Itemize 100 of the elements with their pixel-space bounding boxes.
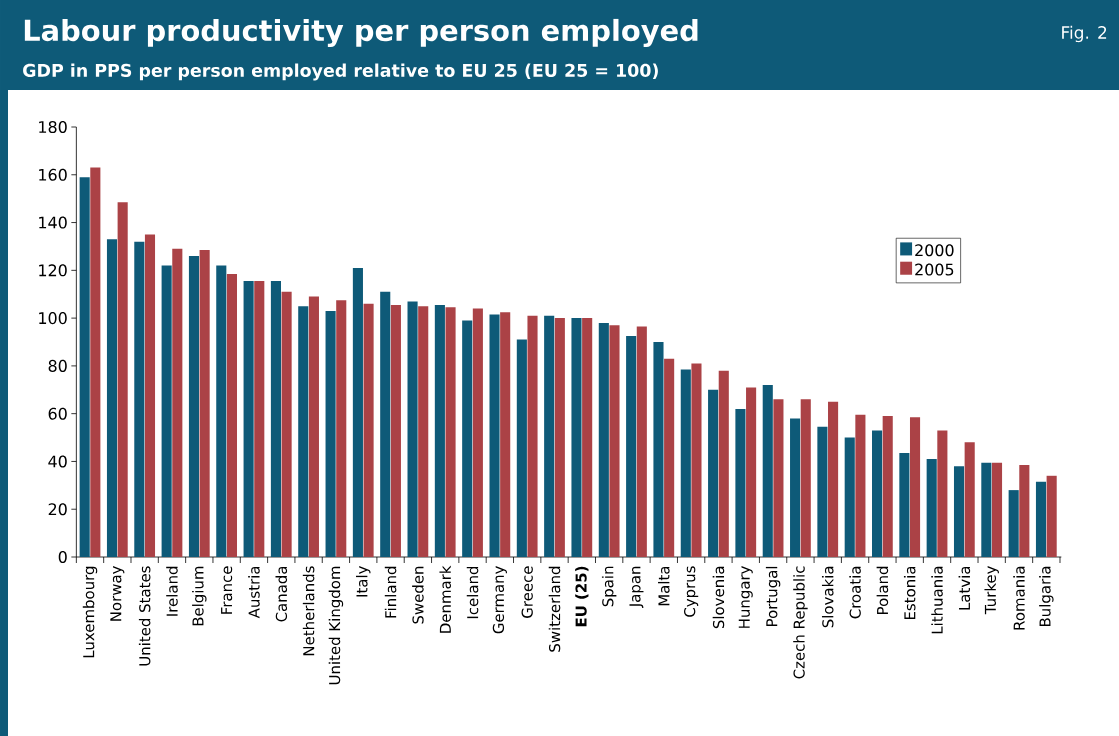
x-tick-label: Slovenia: [712, 566, 725, 629]
y-tick-label: 160: [39, 168, 67, 181]
bar: [762, 385, 773, 557]
y-tick-label: 20: [48, 503, 67, 516]
bar: [134, 241, 145, 557]
bar: [407, 301, 418, 557]
x-tick-label: Canada: [275, 566, 288, 622]
chart-title: Labour productivity per person employed: [24, 18, 698, 48]
bar: [926, 459, 937, 557]
x-tick-label: Austria: [248, 566, 260, 619]
x-tick-label: Sweden: [412, 566, 424, 624]
x-tick-label: Latvia: [958, 566, 971, 610]
bar: [199, 250, 210, 557]
bar: [964, 442, 975, 557]
bar: [735, 408, 746, 557]
bar: [636, 326, 647, 557]
bar: [500, 312, 511, 557]
bar: [691, 363, 702, 557]
bar: [472, 308, 483, 557]
bar: [516, 339, 527, 557]
bar: [172, 248, 183, 557]
bar: [352, 267, 363, 557]
x-tick-label: Slovakia: [821, 566, 834, 628]
bar: [434, 304, 445, 557]
x-tick-label: Belgium: [192, 566, 207, 626]
bar: [489, 314, 500, 557]
x-tick-label: Malta: [658, 566, 670, 606]
bar: [106, 239, 118, 557]
bar: [708, 389, 719, 557]
bar: [1046, 475, 1057, 557]
bar: [161, 265, 172, 557]
x-tick-label: Turkey: [984, 565, 999, 615]
bar: [609, 325, 620, 557]
bar: [718, 370, 729, 557]
bar: [937, 430, 948, 557]
bar: [899, 453, 910, 557]
bar: [418, 306, 429, 557]
y-tick-label: 120: [39, 264, 67, 277]
bar: [571, 318, 582, 557]
x-tick-label: Poland: [876, 566, 889, 614]
x-tick-label: United States: [138, 566, 151, 666]
bar: [243, 281, 254, 557]
bar: [909, 417, 921, 557]
bar: [462, 320, 473, 557]
x-tick-label: Germany: [492, 565, 507, 634]
bar: [226, 273, 238, 557]
x-tick-label: Netherlands: [302, 566, 315, 656]
bar: [773, 399, 784, 557]
bar: [144, 234, 156, 557]
bar: [298, 306, 309, 557]
x-tick-label: Iceland: [466, 566, 479, 619]
bar: [626, 336, 637, 557]
x-tick-label: Greece: [521, 566, 533, 618]
bar: [953, 466, 965, 557]
legend-label: 2000: [915, 244, 954, 257]
bar: [554, 318, 565, 557]
bar: [844, 437, 855, 557]
bar: [746, 387, 757, 557]
x-tick-label: Denmark: [439, 565, 451, 633]
x-tick-label: Bulgaria: [1039, 566, 1054, 627]
x-tick-label: Ireland: [166, 566, 178, 616]
bar: [598, 322, 609, 557]
x-tick-label: Romania: [1013, 566, 1025, 630]
legend-label: 2005: [915, 263, 954, 276]
bar: [216, 265, 227, 557]
x-tick-label: EU (25): [575, 566, 589, 627]
bar: [828, 401, 839, 557]
x-tick-label: Japan: [629, 566, 644, 608]
x-tick-label: Cyprus: [684, 566, 699, 617]
bar: [653, 342, 664, 557]
x-tick-label: Switzerland: [548, 566, 561, 652]
y-tick-label: 60: [48, 407, 67, 420]
y-tick-label: 0: [58, 550, 67, 564]
bar: [188, 256, 200, 557]
bar: [855, 414, 866, 557]
bar: [281, 291, 292, 557]
y-tick-label: 40: [48, 455, 67, 468]
bar: [445, 307, 456, 557]
bar: [270, 281, 281, 557]
bar: [817, 426, 828, 557]
bar: [1008, 490, 1019, 557]
bar: [254, 281, 265, 557]
bar: [664, 358, 675, 557]
bar: [117, 202, 128, 557]
bar: [380, 291, 391, 557]
x-tick-label: Italy: [356, 565, 371, 597]
x-tick-label: Norway: [110, 565, 125, 621]
bar: [790, 418, 801, 557]
x-tick-label: Hungary: [738, 565, 753, 628]
y-tick-label: 100: [39, 312, 67, 325]
y-tick-label: 80: [48, 359, 67, 372]
x-tick-label: Portugal: [765, 566, 781, 626]
bar: [991, 462, 1003, 557]
y-tick-label: 140: [39, 216, 67, 229]
bar: [544, 315, 555, 557]
chart-subtitle: GDP in PPS per person employed relative to EU 25 (EU 25 = 100): [23, 63, 658, 81]
x-tick-label: United Kingdom: [328, 566, 344, 685]
x-tick-label: Estonia: [903, 566, 916, 620]
bar: [336, 300, 347, 557]
bar: [308, 296, 319, 557]
